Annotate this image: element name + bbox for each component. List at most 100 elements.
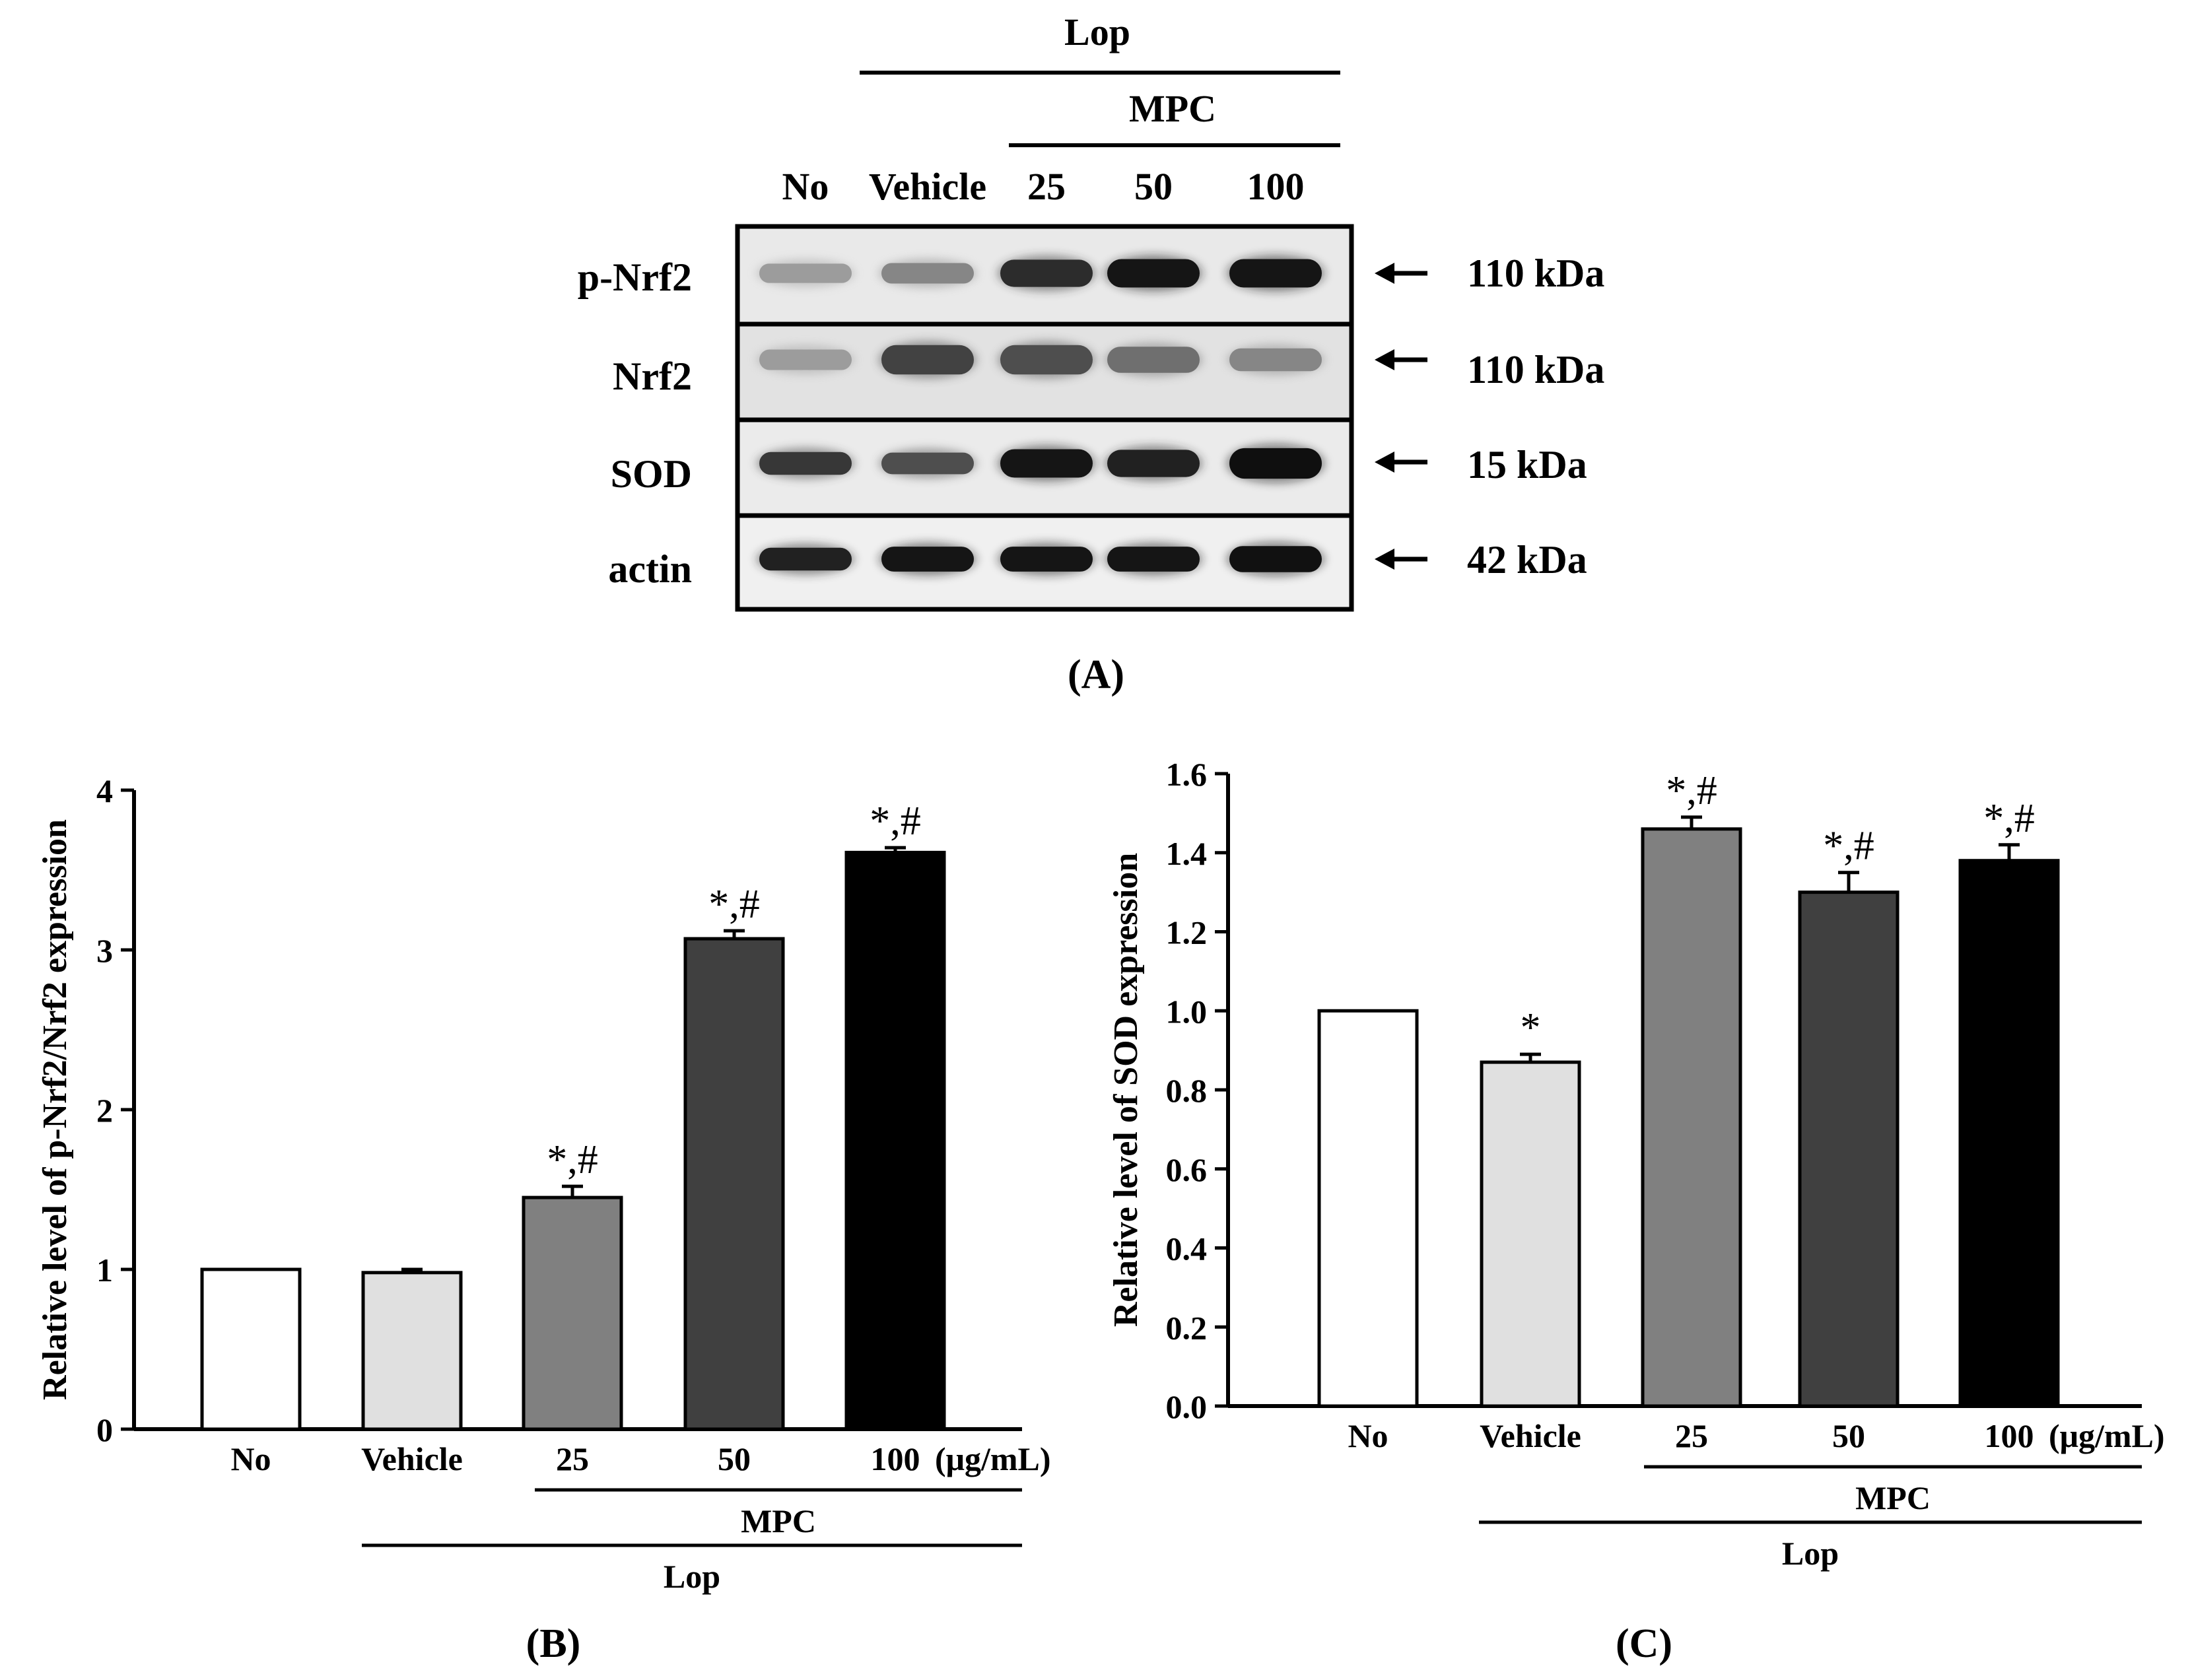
blot-band — [759, 547, 852, 571]
blot-band — [1229, 448, 1322, 479]
lane-label-no: No — [782, 165, 829, 208]
x-tick-label: No — [230, 1440, 271, 1477]
y-tick-label: 0.0 — [1166, 1388, 1208, 1425]
blot-band — [881, 345, 974, 375]
y-tick-label: 1 — [96, 1252, 113, 1289]
panel-c-chart: 0.0 0.2 0.4 0.6 0.8 1.0 1.2 1.4 1.6 Relative leve… — [1107, 756, 2165, 1666]
x-tick-label: Vehicle — [361, 1440, 463, 1477]
x-tick-label: 25 — [556, 1440, 589, 1477]
bar-50 — [1798, 890, 1900, 1408]
x-unit-label: (μg/mL) — [935, 1440, 1051, 1477]
panel-b-plot: 0 1 2 3 4 Relative level of p-Nrf2/Nrf2 expre… — [36, 772, 1051, 1666]
bar-no — [1317, 1009, 1419, 1408]
bands-sod — [757, 444, 1324, 483]
blot-band — [1000, 345, 1093, 375]
bar-vehicle — [1480, 1060, 1581, 1408]
y-tick-label: 2 — [96, 1092, 113, 1129]
significance-label: *,# — [870, 799, 921, 844]
lop-group-label: Lop — [664, 1558, 720, 1595]
arrow-icon — [1375, 452, 1427, 473]
blot-band — [1000, 547, 1093, 572]
blot-band — [881, 547, 974, 572]
row-label-nrf2: Nrf2 — [613, 354, 692, 398]
blot-band — [759, 452, 852, 475]
arrow-icon — [1375, 263, 1427, 284]
mw-label-sod: 15 kDa — [1467, 443, 1587, 487]
x-tick-label: Vehicle — [1480, 1417, 1581, 1454]
blot-band — [1229, 348, 1322, 372]
x-tick-label: 25 — [1675, 1417, 1708, 1454]
bar-100 — [844, 850, 946, 1431]
y-tick-label: 0.2 — [1166, 1309, 1208, 1346]
significance-label: *,# — [1666, 768, 1717, 813]
panel-c-plot: 0.0 0.2 0.4 0.6 0.8 1.0 1.2 1.4 1.6 Relative leve… — [1107, 756, 2165, 1666]
bands-actin — [757, 542, 1324, 576]
lop-header-label: Lop — [1064, 11, 1130, 53]
significance-label: *,# — [547, 1137, 598, 1182]
y-tick-label: 1.6 — [1166, 756, 1208, 793]
bar-no — [200, 1267, 302, 1431]
y-tick-label: 1.2 — [1166, 914, 1208, 951]
mw-label-p-nrf2: 110 kDa — [1467, 252, 1604, 295]
mpc-group-label: MPC — [1855, 1479, 1931, 1516]
bar-vehicle — [361, 1271, 463, 1431]
y-tick-label: 0.4 — [1166, 1230, 1208, 1267]
bands-p-nrf2 — [757, 255, 1324, 292]
lop-group-label: Lop — [1782, 1535, 1839, 1572]
bar-100 — [1958, 859, 2060, 1408]
y-tick-label: 1.4 — [1166, 835, 1208, 872]
panel-caption: (B) — [526, 1621, 581, 1666]
bar-25 — [522, 1195, 623, 1431]
row-label-sod: SOD — [611, 452, 692, 496]
panel-a-caption: (A) — [1068, 652, 1124, 697]
blot-band — [1107, 547, 1200, 572]
bar-50 — [683, 937, 785, 1431]
y-tick-label: 0 — [96, 1411, 113, 1448]
x-tick-label: 100 — [1985, 1417, 2034, 1454]
y-tick-label: 4 — [96, 772, 113, 809]
x-tick-label: 50 — [718, 1440, 751, 1477]
blot-band — [1107, 259, 1200, 288]
x-tick-label: No — [1348, 1417, 1388, 1454]
blot-band — [1229, 259, 1322, 288]
significance-label: * — [1521, 1005, 1541, 1050]
blot-band — [1229, 546, 1322, 572]
significance-label: *,# — [1823, 824, 1874, 869]
bar-25 — [1641, 827, 1742, 1408]
y-axis-label: Relative level of p-Nrf2/Nrf2 expression — [36, 819, 74, 1400]
blot-band — [1000, 259, 1093, 287]
significance-label: *,# — [1983, 796, 2035, 841]
lane-label-25: 25 — [1027, 165, 1066, 208]
panel-a: Lop MPC No Vehicle 25 50 100 p-Nrf2 Nrf2… — [578, 11, 1605, 697]
x-tick-label: 100 — [871, 1440, 920, 1477]
blot-band — [881, 452, 974, 475]
blot-band — [881, 263, 974, 284]
y-axis-label: Relative level of SOD expression — [1107, 853, 1145, 1327]
mw-label-actin: 42 kDa — [1467, 538, 1587, 582]
y-tick-label: 1.0 — [1166, 993, 1208, 1030]
lane-label-vehicle: Vehicle — [869, 165, 986, 208]
x-tick-label: 50 — [1832, 1417, 1865, 1454]
panel-b-chart: 0 1 2 3 4 Relative level of p-Nrf2/Nrf2 expre… — [36, 772, 1051, 1666]
significance-label: *,# — [708, 882, 760, 927]
mpc-group-label: MPC — [741, 1502, 816, 1539]
y-tick-label: 3 — [96, 932, 113, 969]
blot-band — [759, 263, 852, 283]
blot-band — [759, 349, 852, 370]
y-tick-label: 0.6 — [1166, 1151, 1208, 1188]
arrow-icon — [1375, 349, 1427, 370]
y-tick-label: 0.8 — [1166, 1072, 1208, 1109]
blot-band — [1107, 450, 1200, 477]
mw-label-nrf2: 110 kDa — [1467, 348, 1604, 391]
row-label-actin: actin — [608, 547, 692, 591]
row-label-p-nrf2: p-Nrf2 — [578, 255, 692, 299]
lane-label-100: 100 — [1247, 165, 1305, 208]
blot-band — [1107, 347, 1200, 373]
lane-label-50: 50 — [1134, 165, 1173, 208]
blot-band — [1000, 449, 1093, 478]
arrow-icon — [1375, 549, 1427, 570]
panel-caption: (C) — [1616, 1621, 1672, 1666]
mpc-header-label: MPC — [1129, 87, 1216, 130]
bands-nrf2 — [757, 341, 1324, 379]
